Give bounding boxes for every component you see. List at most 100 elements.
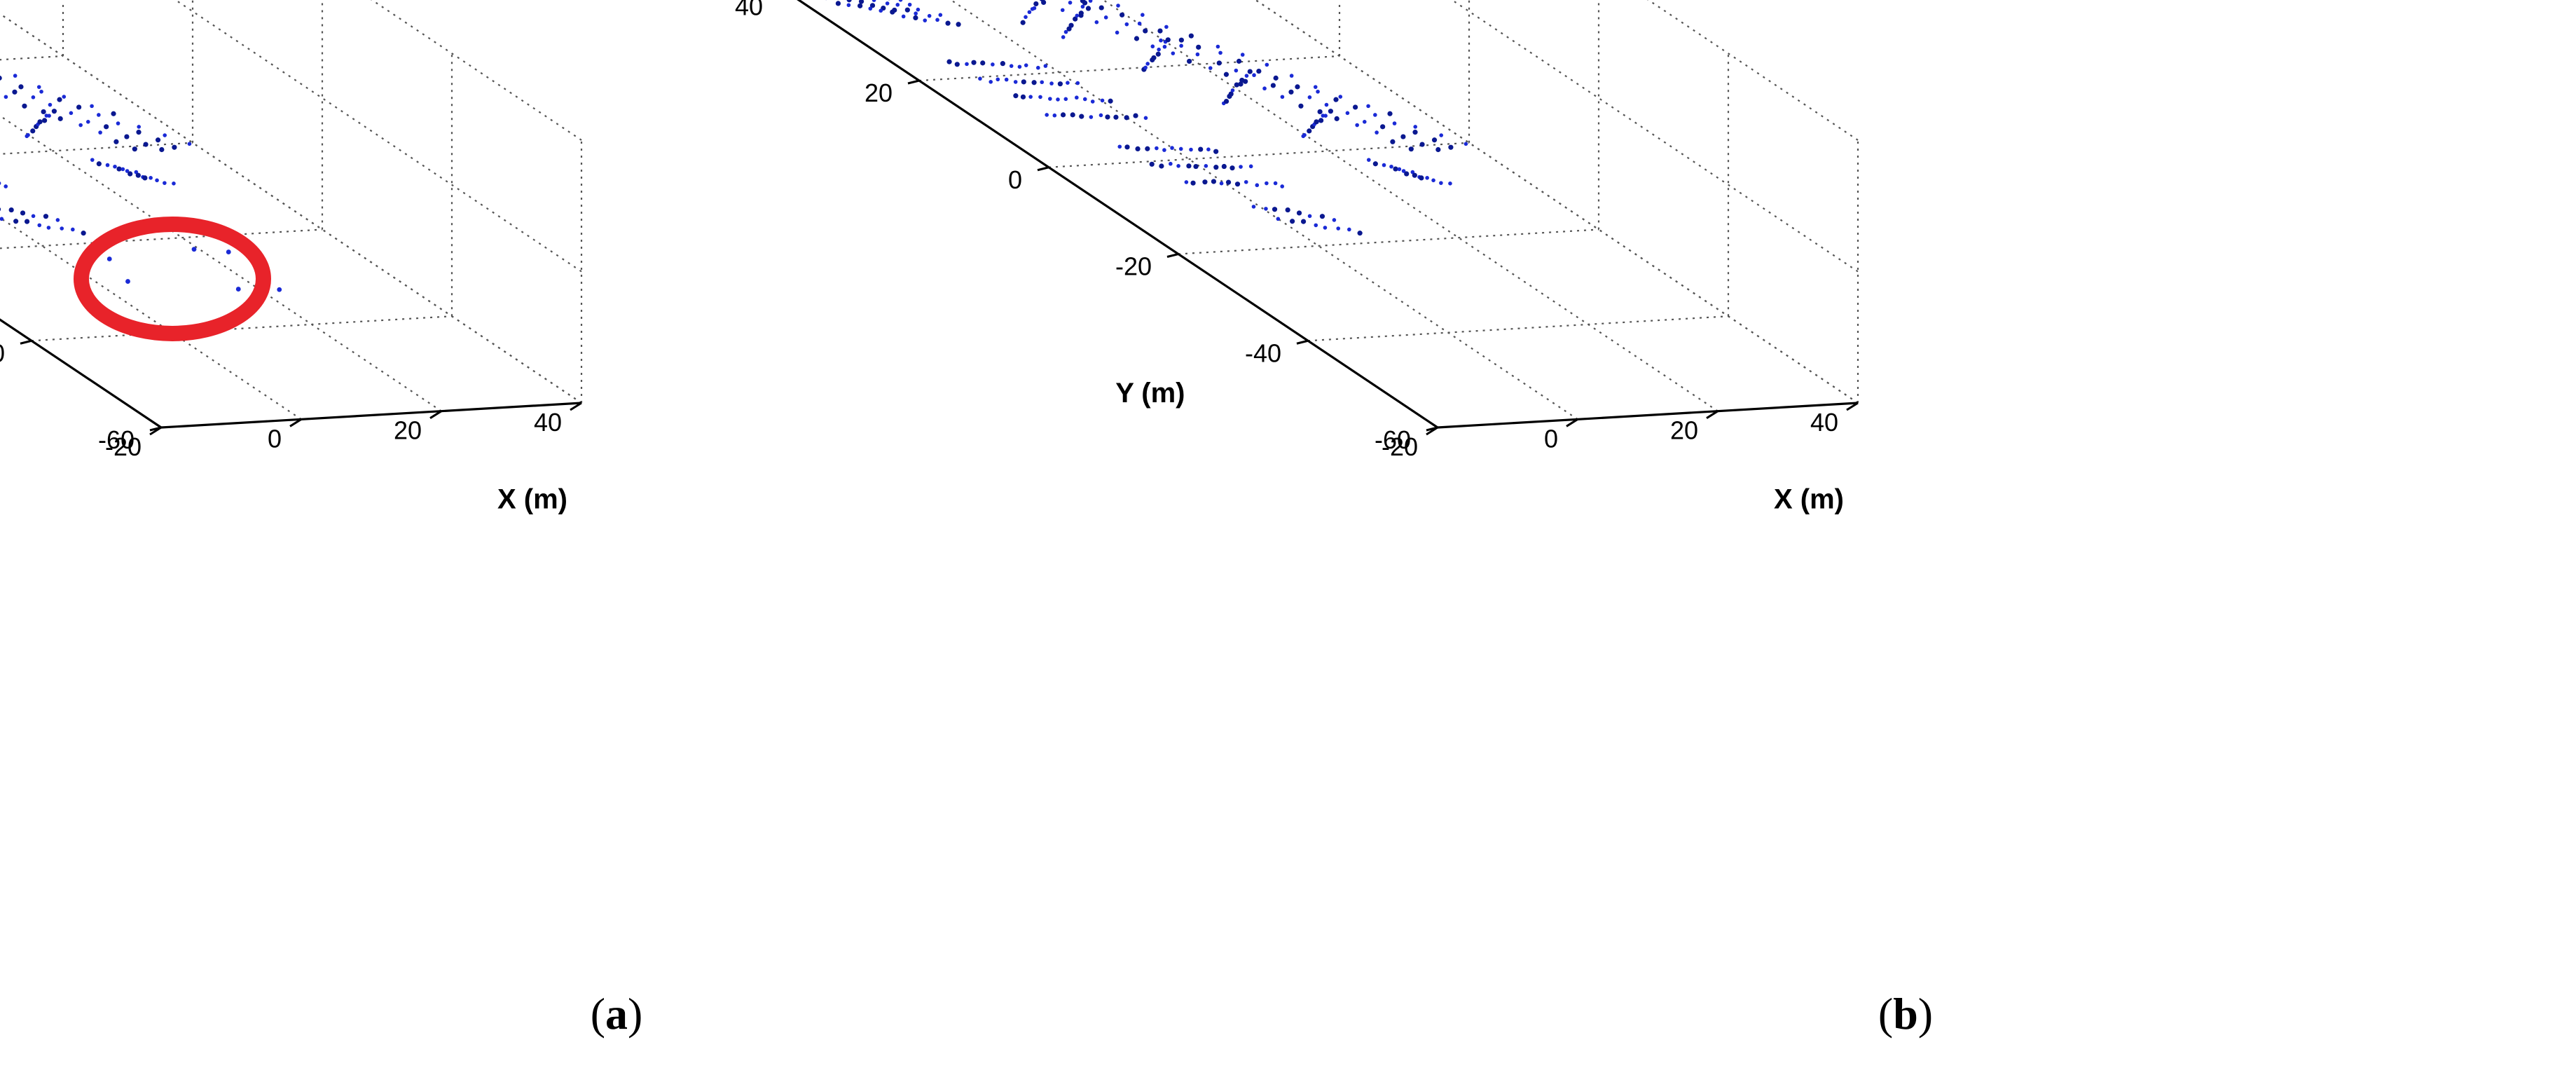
grid-line bbox=[0, 55, 64, 61]
point-cloud-point bbox=[90, 104, 94, 109]
point-cloud-point bbox=[989, 79, 993, 84]
point-cloud-point bbox=[1324, 102, 1329, 107]
grid-line bbox=[0, 217, 302, 420]
y-tick bbox=[1296, 339, 1309, 345]
point-cloud-point bbox=[1221, 163, 1227, 170]
point-cloud-point bbox=[1045, 113, 1049, 117]
point-cloud-point bbox=[1193, 163, 1199, 170]
point-cloud-point bbox=[946, 59, 952, 64]
point-cloud-point bbox=[1145, 62, 1150, 66]
x-tick bbox=[429, 410, 442, 419]
point-cloud-point bbox=[1431, 137, 1438, 143]
point-cloud-point bbox=[116, 166, 122, 172]
point-cloud-point bbox=[111, 111, 116, 116]
point-cloud-point bbox=[1066, 81, 1070, 85]
point-cloud-point bbox=[1157, 47, 1161, 52]
point-cloud-point bbox=[62, 95, 67, 99]
point-cloud-point bbox=[1049, 81, 1054, 85]
point-cloud-point bbox=[1289, 74, 1294, 78]
point-cloud-point bbox=[991, 62, 995, 67]
point-cloud-point bbox=[1404, 171, 1410, 177]
point-cloud-point bbox=[1056, 97, 1060, 102]
point-cloud-point bbox=[1400, 134, 1406, 139]
grid-line bbox=[949, 0, 1578, 420]
grid-line bbox=[0, 13, 582, 404]
point-cloud-point bbox=[1280, 95, 1285, 100]
point-cloud-point bbox=[1198, 146, 1204, 152]
outlier-point bbox=[226, 249, 231, 254]
y-tick-label: -40 bbox=[0, 338, 5, 367]
x-tick-label: 40 bbox=[534, 408, 562, 437]
point-cloud-point bbox=[901, 14, 906, 19]
point-cloud-point bbox=[76, 104, 82, 110]
point-cloud-point bbox=[835, 1, 841, 6]
point-cloud-point bbox=[1265, 62, 1269, 67]
point-cloud-point bbox=[0, 217, 4, 221]
point-cloud-point bbox=[1079, 114, 1084, 119]
point-cloud-point bbox=[1143, 28, 1148, 34]
point-cloud-point bbox=[30, 128, 36, 134]
point-cloud-point bbox=[1017, 64, 1022, 69]
point-cloud-point bbox=[1463, 142, 1468, 146]
point-cloud-point bbox=[1052, 113, 1057, 118]
panel-caption: (a) bbox=[591, 989, 643, 1039]
point-cloud-point bbox=[1075, 13, 1080, 18]
point-cloud-point bbox=[1078, 11, 1084, 16]
point-cloud-point bbox=[1170, 146, 1174, 150]
point-cloud-point bbox=[1075, 81, 1080, 85]
point-cloud-point bbox=[1124, 144, 1130, 150]
point-cloud-point bbox=[1103, 15, 1108, 20]
x-axis-line bbox=[160, 402, 582, 429]
point-cloud-point bbox=[132, 146, 137, 152]
point-cloud-point bbox=[1089, 115, 1094, 119]
point-cloud-point bbox=[1230, 165, 1235, 171]
point-cloud-point bbox=[1040, 0, 1045, 2]
point-cloud-point bbox=[1073, 16, 1078, 22]
point-cloud-point bbox=[1307, 214, 1312, 219]
outlier-point bbox=[277, 287, 282, 292]
point-cloud-point bbox=[98, 130, 102, 135]
point-cloud-point bbox=[81, 231, 86, 236]
point-cloud-point bbox=[143, 142, 149, 147]
point-cloud-point bbox=[20, 210, 26, 216]
x-tick bbox=[1706, 410, 1719, 419]
point-cloud-point bbox=[1295, 84, 1300, 90]
point-cloud-point bbox=[1206, 147, 1211, 152]
point-cloud-point bbox=[57, 116, 63, 121]
point-cloud-point bbox=[1013, 80, 1018, 84]
point-cloud-point bbox=[913, 15, 918, 21]
point-cloud-point bbox=[914, 11, 918, 16]
point-cloud-point bbox=[1060, 8, 1065, 13]
x-axis-label: X (m) bbox=[1774, 484, 1844, 515]
point-cloud-point bbox=[890, 9, 895, 15]
point-cloud-point bbox=[1063, 29, 1068, 34]
point-cloud-point bbox=[97, 113, 101, 117]
point-cloud-point bbox=[113, 164, 117, 169]
grid-line bbox=[174, 0, 582, 273]
point-cloud-point bbox=[846, 0, 852, 3]
point-cloud-point bbox=[1033, 1, 1039, 7]
panel-caption: (b) bbox=[1878, 989, 1933, 1039]
y-axis-label: Y (m) bbox=[1115, 378, 1185, 409]
grid-line bbox=[1307, 315, 1729, 342]
point-cloud-point bbox=[1020, 20, 1026, 25]
point-cloud-point bbox=[1020, 94, 1026, 100]
point-cloud-point bbox=[1009, 64, 1014, 68]
point-cloud-point bbox=[1240, 53, 1245, 57]
point-cloud-point bbox=[1031, 80, 1037, 85]
point-cloud-point bbox=[1048, 97, 1052, 101]
point-cloud-point bbox=[1143, 116, 1148, 121]
point-cloud-point bbox=[1124, 115, 1129, 121]
x-tick-label: 20 bbox=[1670, 416, 1698, 445]
point-cloud-point bbox=[1336, 226, 1341, 231]
y-tick-label: -60 bbox=[1375, 425, 1411, 454]
y-tick bbox=[907, 79, 920, 85]
point-cloud-point bbox=[954, 62, 960, 67]
x-tick-label: 0 bbox=[268, 424, 282, 453]
point-cloud-point bbox=[128, 171, 133, 177]
point-cloud-point bbox=[1265, 181, 1269, 186]
point-cloud-point bbox=[1213, 165, 1219, 170]
point-cloud-point bbox=[1431, 178, 1435, 183]
point-cloud-point bbox=[1234, 82, 1239, 88]
grid-line bbox=[371, 0, 582, 141]
